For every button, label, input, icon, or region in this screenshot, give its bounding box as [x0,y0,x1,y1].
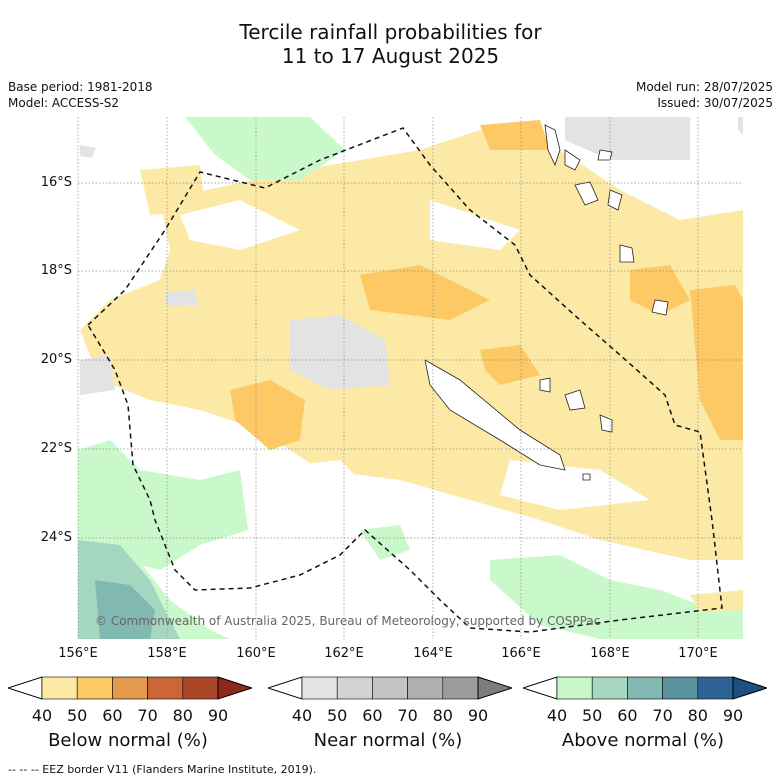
colorbar-segment [697,676,734,700]
colorbar-segment [627,676,663,700]
lon-label: 164°E [413,646,453,661]
colorbar-tick-label: 50 [327,706,348,725]
colorbar-segment [662,676,699,700]
colorbar-segment [556,676,593,700]
colorbar-tick-label: 60 [362,706,383,725]
probability-shading [78,117,743,639]
colorbar-tick-label: 90 [722,706,744,725]
lon-label: 170°E [678,646,718,661]
lon-label: 166°E [501,646,541,661]
below-normal-colorbar [8,676,252,700]
model-name: Model: ACCESS-S2 [8,96,120,110]
colorbar-tick-label: 60 [102,706,123,725]
lat-label: 18°S [40,263,72,278]
lon-label: 160°E [236,646,276,661]
colorbar-high-arrow [477,676,512,700]
colorbar-tick-label: 70 [137,706,158,725]
colorbar-tick-label: 50 [582,706,603,725]
near-normal-colorbar [268,676,512,700]
colorbar-tick-label: 80 [687,706,708,725]
lon-label: 156°E [58,646,98,661]
colorbar-segment [372,676,408,700]
above-normal-title: Above normal (%) [561,730,725,751]
colorbar-segment [76,676,113,700]
colorbar-tick-label: 90 [467,706,489,725]
colorbar-tick-label: 80 [172,706,193,725]
colorbar-segment [301,676,338,700]
eez-border [87,127,723,633]
copyright-notice: © Commonwealth of Australia 2025, Bureau… [95,614,601,628]
colorbar-tick-label: 70 [652,706,673,725]
colorbar-tick-label: 40 [546,706,568,725]
near-normal-title: Near normal (%) [313,730,463,751]
colorbar-low-arrow [8,676,43,700]
colorbar-segment [591,676,628,700]
colorbar-high-arrow [217,676,252,700]
below-normal-title: Below normal (%) [48,730,208,751]
issued-date: Issued: 30/07/2025 [657,96,773,110]
colorbar-low-arrow [523,676,558,700]
colorbar-segment [336,676,373,700]
colorbar-tick-label: 60 [617,706,638,725]
lat-label: 22°S [40,441,72,456]
colorbar-segment [41,676,78,700]
lon-label: 162°E [324,646,364,661]
colorbar-tick-label: 40 [31,706,53,725]
colorbar-segment [147,676,184,700]
colorbar-tick-label: 50 [67,706,88,725]
colorbar-segment [442,676,479,700]
colorbar-high-arrow [732,676,767,700]
colorbar-tick-label: 40 [291,706,313,725]
colorbar-tick-label: 80 [432,706,453,725]
colorbar-segment [182,676,219,700]
colorbar-tick-label: 90 [207,706,229,725]
colorbar-low-arrow [268,676,303,700]
graticule [77,117,743,639]
lat-label: 24°S [40,530,72,545]
lat-label: 16°S [40,175,72,190]
model-run: Model run: 28/07/2025 [635,80,773,94]
map-title-line1: Tercile rainfall probabilities for [239,20,542,44]
colorbar-segment [407,676,444,700]
colorbar-segment [112,676,148,700]
map-title-line2: 11 to 17 August 2025 [281,44,500,68]
base-period: Base period: 1981-2018 [8,80,153,94]
lon-label: 168°E [590,646,630,661]
lat-label: 20°S [40,352,72,367]
colorbar-tick-label: 70 [397,706,418,725]
above-normal-colorbar [523,676,767,700]
eez-legend-note: -- -- -- EEZ border V11 (Flanders Marine… [8,763,317,776]
lon-label: 158°E [147,646,187,661]
